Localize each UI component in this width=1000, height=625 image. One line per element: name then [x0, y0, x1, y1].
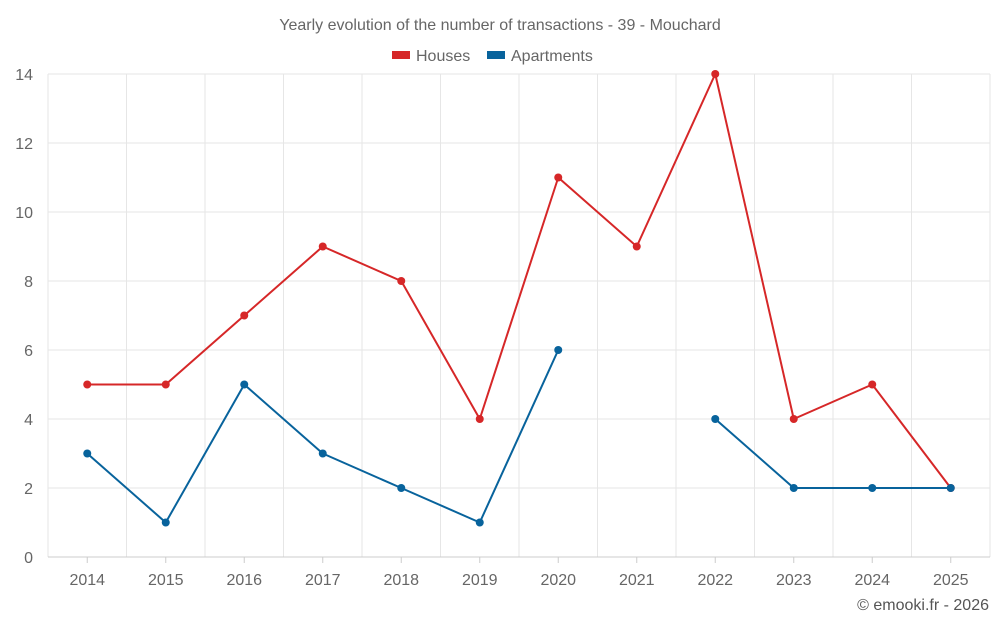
x-tick-label: 2020 [540, 572, 576, 589]
x-tick-label: 2025 [933, 572, 969, 589]
legend-label-houses: Houses [416, 48, 470, 65]
data-point-houses[interactable] [318, 242, 327, 251]
series [83, 70, 955, 527]
x-tick-label: 2018 [383, 572, 419, 589]
y-tick-label: 14 [15, 67, 33, 84]
data-point-apartments[interactable] [240, 380, 249, 389]
data-point-houses[interactable] [161, 380, 170, 389]
x-tick-label: 2023 [776, 572, 812, 589]
legend-swatch-apartments [487, 51, 505, 59]
data-point-houses[interactable] [397, 277, 406, 285]
x-tick-label: 2021 [619, 572, 655, 589]
series-line-apartments [714, 418, 951, 489]
legend-item-houses[interactable]: Houses [392, 48, 470, 65]
data-point-apartments[interactable] [83, 449, 92, 458]
legend-swatch-houses [392, 51, 410, 59]
chart-title: Yearly evolution of the number of transa… [279, 17, 720, 34]
series-line-apartments [86, 349, 560, 524]
data-point-houses[interactable] [868, 380, 877, 389]
data-point-apartments[interactable] [475, 518, 484, 527]
data-point-houses[interactable] [554, 173, 563, 182]
x-tick-label: 2022 [697, 572, 733, 589]
data-point-apartments[interactable] [397, 484, 406, 492]
data-point-apartments[interactable] [946, 484, 955, 492]
y-tick-label: 6 [24, 343, 33, 360]
legend-item-apartments[interactable]: Apartments [487, 48, 593, 65]
series-apartments [83, 346, 955, 527]
data-point-apartments[interactable] [161, 518, 170, 527]
x-tick-label: 2015 [148, 572, 184, 589]
y-tick-label: 2 [24, 481, 33, 498]
data-point-apartments[interactable] [711, 415, 720, 423]
data-point-apartments[interactable] [789, 484, 798, 492]
x-tick-label: 2024 [854, 572, 890, 589]
y-tick-label: 8 [24, 274, 33, 291]
legend: Houses Apartments [392, 48, 593, 65]
legend-label-apartments: Apartments [511, 48, 593, 65]
data-point-houses[interactable] [711, 70, 720, 78]
y-tick-label: 0 [24, 550, 33, 567]
credit-text: © emooki.fr - 2026 [857, 597, 989, 614]
data-point-apartments[interactable] [318, 449, 327, 458]
data-point-apartments[interactable] [554, 346, 563, 354]
data-point-houses[interactable] [240, 311, 249, 320]
x-tick-label: 2014 [69, 572, 105, 589]
data-point-houses[interactable] [632, 242, 641, 251]
x-tick-label: 2017 [305, 572, 341, 589]
x-tick-label: 2019 [462, 572, 498, 589]
data-point-houses[interactable] [83, 380, 92, 389]
y-tick-label: 10 [15, 205, 33, 222]
axes: 0 2 4 6 8 10 12 14 2014 2015 2016 2017 2018 2019 2020 2… [15, 67, 990, 589]
series-line-houses [87, 73, 952, 489]
data-point-houses[interactable] [475, 415, 484, 423]
series-houses [83, 70, 955, 492]
y-tick-label: 12 [15, 136, 33, 153]
data-point-apartments[interactable] [868, 484, 877, 492]
data-point-houses[interactable] [789, 415, 798, 423]
y-tick-label: 4 [24, 412, 33, 429]
grid [47, 73, 991, 557]
x-tick-label: 2016 [226, 572, 262, 589]
